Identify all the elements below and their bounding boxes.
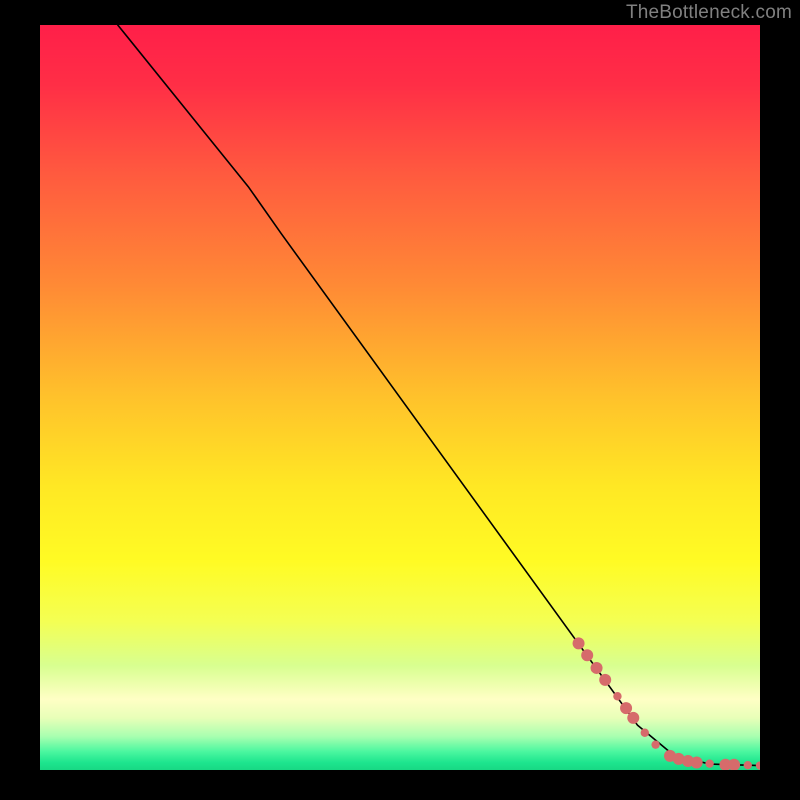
- figure-background: TheBottleneck.com: [0, 0, 800, 800]
- data-marker: [581, 649, 593, 661]
- data-marker: [620, 702, 632, 714]
- data-marker: [691, 757, 703, 769]
- chart-svg: [40, 25, 760, 770]
- data-marker: [641, 729, 649, 737]
- data-marker: [744, 761, 752, 769]
- data-marker: [627, 712, 639, 724]
- data-marker: [573, 637, 585, 649]
- data-marker: [613, 692, 621, 700]
- data-marker: [705, 759, 713, 767]
- plot-area: [40, 25, 760, 770]
- watermark-text: TheBottleneck.com: [626, 2, 792, 24]
- data-marker: [599, 674, 611, 686]
- data-marker: [651, 740, 659, 748]
- data-marker: [591, 662, 603, 674]
